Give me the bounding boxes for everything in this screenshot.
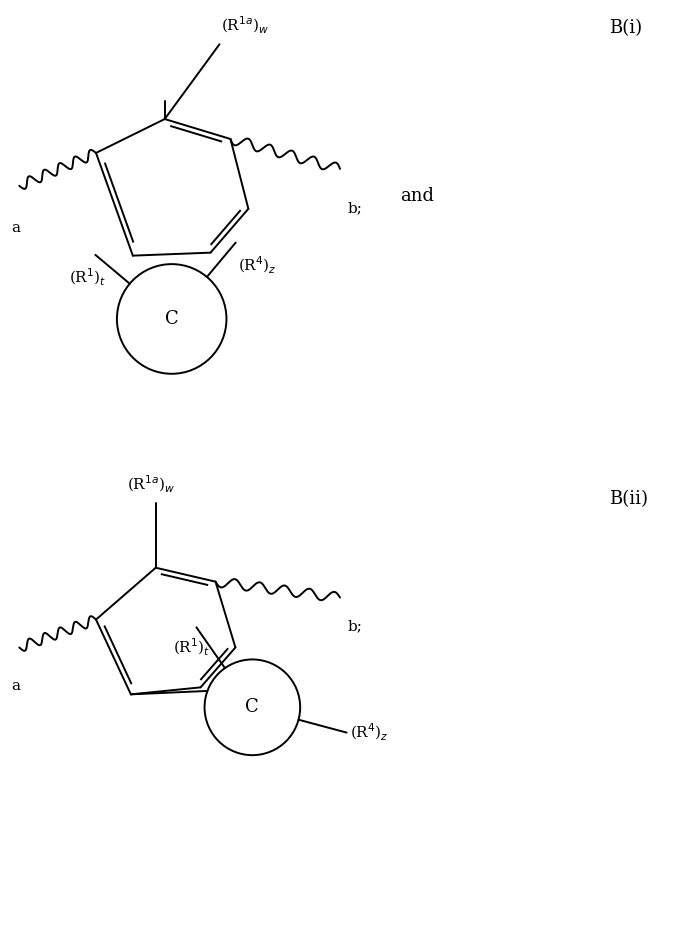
Text: B(ii): B(ii) [609,490,648,508]
Text: (R$^{4}$)$_z$: (R$^{4}$)$_z$ [238,255,277,275]
Text: a: a [12,221,20,235]
Text: (R$^{1}$)$_t$: (R$^{1}$)$_t$ [68,267,106,288]
Text: b;: b; [348,201,363,215]
Text: (R$^{1a}$)$_w$: (R$^{1a}$)$_w$ [222,15,270,36]
Text: B(i): B(i) [609,20,642,38]
Text: a: a [12,679,20,693]
Text: C: C [165,310,178,328]
Text: (R$^{1}$)$_t$: (R$^{1}$)$_t$ [173,637,210,658]
Text: and: and [400,187,434,205]
Text: b;: b; [348,620,363,634]
Text: (R$^{4}$)$_z$: (R$^{4}$)$_z$ [350,722,388,743]
Text: C: C [245,699,259,717]
Text: (R$^{1a}$)$_w$: (R$^{1a}$)$_w$ [127,473,175,495]
